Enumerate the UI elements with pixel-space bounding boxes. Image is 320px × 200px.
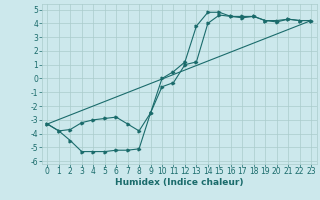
X-axis label: Humidex (Indice chaleur): Humidex (Indice chaleur) (115, 178, 244, 187)
